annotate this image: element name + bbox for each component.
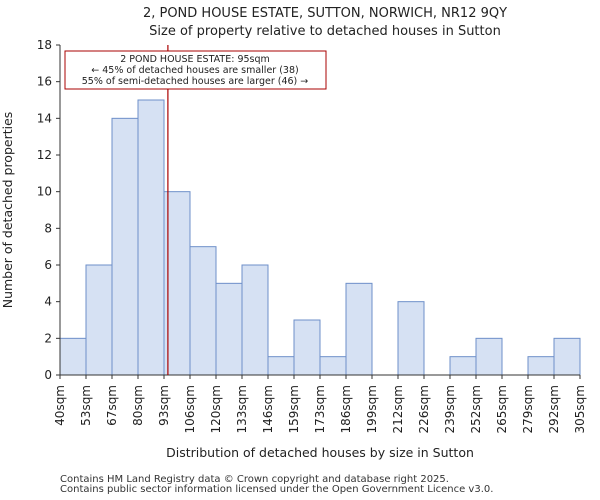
bar-212sqm: [397, 301, 425, 376]
annotation-box: [64, 50, 327, 90]
plot-area: 0 2 4 6 8 10 12 14 16 18 40sqm 53sqm 67sqm 80sqm 93sqm…: [37, 38, 587, 433]
footer-line-2: Contains public sector information licen…: [60, 484, 494, 495]
x-tick-label: 146sqm: [261, 385, 275, 433]
bar-40sqm: [59, 337, 87, 376]
x-tick-label: 239sqm: [443, 385, 457, 433]
y-tick-label: 18: [37, 38, 52, 52]
x-tick-label: 226sqm: [417, 385, 431, 433]
bar-279sqm: [527, 356, 555, 376]
y-tick-label: 8: [44, 221, 52, 235]
bar-67sqm: [111, 117, 139, 376]
x-tick-label: 212sqm: [391, 385, 405, 433]
y-tick-label: 16: [37, 75, 52, 89]
chart-title: 2, POND HOUSE ESTATE, SUTTON, NORWICH, N…: [143, 6, 507, 21]
x-tick-label: 53sqm: [79, 385, 93, 426]
x-tick-label: 199sqm: [365, 385, 379, 433]
y-tick-label: 10: [37, 185, 52, 199]
x-tick-label: 292sqm: [547, 385, 561, 433]
x-tick-label: 106sqm: [183, 385, 197, 433]
footer-line-1: Contains HM Land Registry data © Crown c…: [60, 474, 449, 485]
x-tick-label: 173sqm: [313, 385, 327, 433]
bar-159sqm: [293, 319, 321, 376]
bar-106sqm: [189, 246, 217, 376]
bar-186sqm: [345, 282, 373, 376]
bar-146sqm: [267, 356, 295, 376]
x-tick-label: 40sqm: [53, 385, 67, 426]
y-tick-label: 12: [37, 148, 52, 162]
x-tick-label: 265sqm: [495, 385, 509, 433]
annotation-line-2: ← 45% of detached houses are smaller (38…: [91, 65, 298, 76]
annotation-line-1: 2 POND HOUSE ESTATE: 95sqm: [120, 54, 270, 65]
y-tick-label: 6: [44, 258, 52, 272]
bar-239sqm: [449, 356, 477, 376]
y-tick-label: 14: [37, 111, 52, 125]
y-tick-label: 4: [44, 295, 52, 309]
x-tick-label: 80sqm: [131, 385, 145, 426]
x-tick-label: 133sqm: [235, 385, 249, 433]
bar-292sqm: [553, 337, 581, 376]
y-tick-label: 2: [44, 331, 52, 345]
y-axis-label: Number of detached properties: [0, 112, 15, 309]
x-tick-label: 305sqm: [573, 385, 587, 433]
y-tick-label: 0: [44, 368, 52, 382]
bar-80sqm: [137, 99, 165, 376]
x-tick-label: 252sqm: [469, 385, 483, 433]
x-tick-label: 186sqm: [339, 385, 353, 433]
annotation-line-3: 55% of semi-detached houses are larger (…: [82, 76, 309, 87]
x-tick-label: 279sqm: [521, 385, 535, 433]
chart-subtitle: Size of property relative to detached ho…: [149, 24, 501, 39]
bar-252sqm: [475, 337, 503, 376]
bar-133sqm: [241, 264, 269, 376]
x-axis-label: Distribution of detached houses by size …: [166, 445, 474, 460]
x-tick-label: 93sqm: [157, 385, 171, 426]
bar-53sqm: [85, 264, 113, 376]
bar-173sqm: [319, 356, 347, 376]
x-tick-label: 67sqm: [105, 385, 119, 426]
x-tick-label: 159sqm: [287, 385, 301, 433]
bar-120sqm: [215, 282, 243, 376]
x-tick-label: 120sqm: [209, 385, 223, 433]
